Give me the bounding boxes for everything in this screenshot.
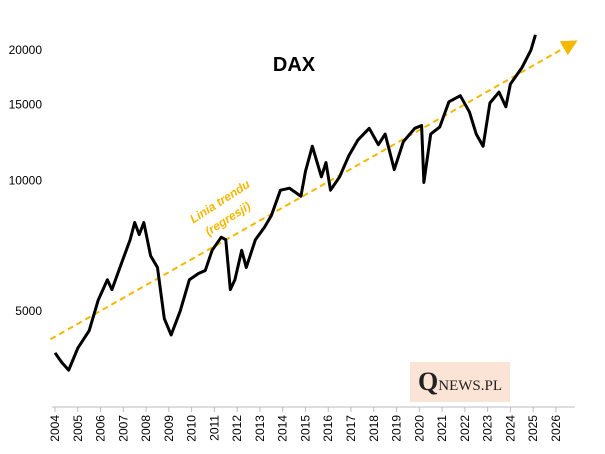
x-tick-label: 2007 <box>116 415 130 442</box>
logo: QNEWS.PL <box>410 362 510 402</box>
chart-title: DAX <box>273 54 316 76</box>
x-tick-label: 2026 <box>549 415 563 442</box>
series-line <box>53 34 537 372</box>
x-tick-label: 2016 <box>321 415 335 442</box>
x-tick-label: 2011 <box>207 415 221 441</box>
x-tick-label: 2006 <box>94 415 108 442</box>
x-tick-label: 2023 <box>481 415 495 442</box>
x-tick-label: 2025 <box>526 415 540 442</box>
x-tick-label: 2021 <box>435 415 449 442</box>
x-tick-label: 2018 <box>367 415 381 442</box>
x-tick-label: 2004 <box>48 415 62 442</box>
x-tick-label: 2020 <box>412 415 426 442</box>
x-tick-label: 2012 <box>230 415 244 442</box>
x-tick-label: 2015 <box>298 415 312 442</box>
trend-line <box>49 40 578 341</box>
x-tick-label: 2008 <box>139 415 153 442</box>
x-tick-label: 2010 <box>185 415 199 442</box>
x-tick-label: 2005 <box>71 415 85 442</box>
x-tick-label: 2022 <box>458 415 472 442</box>
x-tick-label: 2009 <box>162 415 176 442</box>
y-tick-label: 10000 <box>9 174 43 188</box>
x-tick-label: 2024 <box>503 415 517 442</box>
x-tick-label: 2013 <box>253 415 267 442</box>
y-tick-label: 15000 <box>9 97 43 111</box>
x-tick-label: 2017 <box>344 415 358 442</box>
x-tick-label: 2014 <box>276 415 290 442</box>
y-tick-label: 5000 <box>15 304 42 318</box>
x-tick-label: 2019 <box>390 415 404 442</box>
y-tick-label: 20000 <box>9 43 43 57</box>
